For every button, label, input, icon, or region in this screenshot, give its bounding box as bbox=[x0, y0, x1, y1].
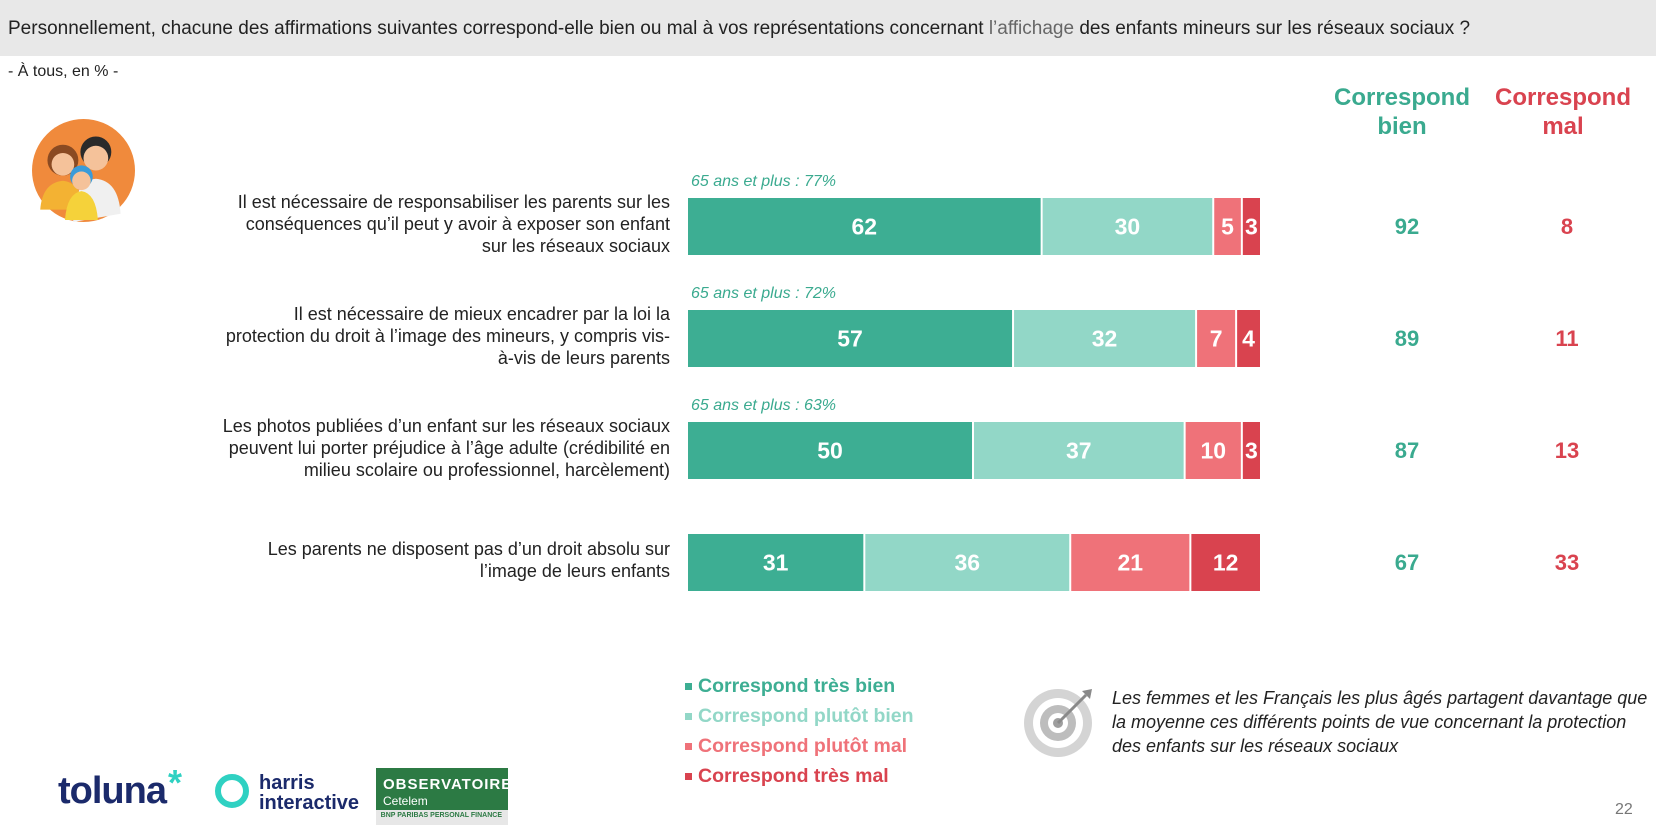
bar-value-label: 4 bbox=[1242, 326, 1255, 352]
harris-line1: harris bbox=[259, 772, 315, 794]
bar-segment bbox=[688, 422, 972, 479]
bar-segment bbox=[1242, 422, 1260, 479]
bar-value-label: 3 bbox=[1245, 214, 1258, 240]
column-header-correspond-bien: Correspond bien bbox=[1333, 84, 1470, 140]
question-header: Personnellement, chacune des affirmation… bbox=[0, 0, 1656, 56]
legend-label: Correspond très bien bbox=[698, 674, 896, 697]
insight-text: Les femmes et les Français les plus âgés… bbox=[1112, 688, 1648, 756]
statement-line: milieu scolaire ou professionnel, harcèl… bbox=[303, 459, 670, 480]
legend-label: Correspond plutôt mal bbox=[698, 734, 908, 757]
harris-line2: interactive bbox=[259, 792, 360, 814]
bar-segment bbox=[1185, 422, 1241, 479]
legend-item-tres-bien: Correspond très bien bbox=[685, 671, 914, 701]
base-subtitle: - À tous, en % - bbox=[8, 63, 119, 80]
statement-line: conséquences qu’il peut y avoir à expose… bbox=[245, 213, 670, 234]
bar-value-label: 50 bbox=[817, 438, 843, 464]
family-avatar-icon bbox=[32, 119, 135, 222]
legend-swatch bbox=[685, 742, 692, 750]
total-correspond-bien: 89 bbox=[1394, 325, 1420, 351]
bar-segment bbox=[688, 534, 864, 591]
age-annotation: 65 ans et plus : 72% bbox=[691, 285, 836, 302]
bar-value-label: 36 bbox=[954, 550, 980, 576]
toluna-wordmark: toluna bbox=[58, 770, 167, 812]
statement-line: protection du droit à l’image des mineur… bbox=[225, 325, 670, 346]
obs-subtitle: Cetelem bbox=[383, 794, 428, 808]
statement-label: Il est nécessaire de mieux encadrer par … bbox=[220, 303, 670, 369]
legend-label: Correspond très mal bbox=[698, 764, 889, 787]
total-correspond-mal: 33 bbox=[1554, 549, 1580, 575]
statement-line: Les photos publiées d’un enfant sur les … bbox=[222, 415, 670, 436]
toluna-logo: toluna* bbox=[58, 762, 182, 813]
column-header-correspond-mal: Correspond mal bbox=[1494, 84, 1631, 140]
bar-value-label: 10 bbox=[1200, 438, 1226, 464]
bar-value-label: 30 bbox=[1115, 214, 1141, 240]
statement-line: à-vis de leurs parents bbox=[497, 347, 670, 368]
bar-value-label: 21 bbox=[1118, 550, 1144, 576]
page-number: 22 bbox=[1615, 801, 1633, 818]
statement-label: Il est nécessaire de responsabiliser les… bbox=[220, 191, 670, 257]
question-text: Personnellement, chacune des affirmation… bbox=[8, 18, 1471, 39]
bar-segment bbox=[688, 198, 1041, 255]
statement-line: Il est nécessaire de responsabiliser les… bbox=[237, 191, 670, 212]
total-correspond-bien: 87 bbox=[1394, 437, 1420, 463]
statement-line: Les parents ne disposent pas d’un droit … bbox=[267, 538, 670, 559]
bar-segment bbox=[1014, 310, 1196, 367]
total-correspond-mal: 8 bbox=[1560, 213, 1574, 239]
legend-item-plutot-mal: Correspond plutôt mal bbox=[685, 731, 914, 761]
bar-segment bbox=[974, 422, 1184, 479]
legend-swatch bbox=[685, 712, 692, 720]
bar-value-label: 31 bbox=[763, 550, 789, 576]
bar-segment bbox=[1237, 310, 1260, 367]
statement-line: Il est nécessaire de mieux encadrer par … bbox=[293, 303, 670, 324]
obs-bnp: BNP PARIBAS PERSONAL FINANCE bbox=[380, 812, 502, 819]
legend: Correspond très bien Correspond plutôt b… bbox=[685, 671, 914, 791]
obs-strip bbox=[376, 810, 508, 825]
observatoire-cetelem-logo: OBSERVATOIRE Cetelem BNP PARIBAS PERSONA… bbox=[376, 768, 511, 825]
statement-line: peuvent lui porter préjudice à l’âge adu… bbox=[228, 437, 670, 458]
legend-item-plutot-bien: Correspond plutôt bien bbox=[685, 701, 914, 731]
age-annotation: 65 ans et plus : 63% bbox=[691, 397, 836, 414]
bar-value-label: 62 bbox=[852, 214, 878, 240]
age-annotation: 65 ans et plus : 77% bbox=[691, 173, 836, 190]
bar-segment bbox=[1197, 310, 1236, 367]
legend-swatch bbox=[685, 772, 692, 780]
bar-segment bbox=[1242, 198, 1260, 255]
bar-value-label: 57 bbox=[837, 326, 863, 352]
target-icon bbox=[1024, 689, 1092, 757]
bar-segment bbox=[1071, 534, 1190, 591]
bar-segment bbox=[1191, 534, 1260, 591]
bar-segment bbox=[865, 534, 1070, 591]
legend-label: Correspond plutôt bien bbox=[698, 704, 914, 727]
statement-line: l’image de leurs enfants bbox=[479, 560, 670, 581]
harris-ring-icon bbox=[215, 774, 249, 808]
legend-item-tres-mal: Correspond très mal bbox=[685, 761, 914, 791]
obs-title: OBSERVATOIRE bbox=[383, 776, 513, 793]
total-correspond-bien: 67 bbox=[1394, 549, 1420, 575]
bar-value-label: 7 bbox=[1210, 326, 1223, 352]
bar-segment bbox=[1214, 198, 1241, 255]
statement-label: Les parents ne disposent pas d’un droit … bbox=[220, 538, 670, 582]
bar-segment bbox=[1042, 198, 1213, 255]
total-correspond-mal: 13 bbox=[1554, 437, 1580, 463]
total-correspond-mal: 11 bbox=[1555, 325, 1579, 351]
bar-value-label: 32 bbox=[1092, 326, 1118, 352]
total-correspond-bien: 92 bbox=[1394, 213, 1420, 239]
bar-value-label: 3 bbox=[1245, 438, 1258, 464]
statement-line: sur les réseaux sociaux bbox=[481, 235, 670, 256]
toluna-star-icon: * bbox=[167, 762, 182, 803]
bar-value-label: 37 bbox=[1066, 438, 1092, 464]
bar-value-label: 5 bbox=[1221, 214, 1234, 240]
legend-swatch bbox=[685, 682, 692, 690]
bar-segment bbox=[688, 310, 1013, 367]
bar-value-label: 12 bbox=[1213, 550, 1239, 576]
statement-label: Les photos publiées d’un enfant sur les … bbox=[220, 415, 670, 481]
harris-interactive-logo: harris interactive bbox=[259, 773, 359, 813]
